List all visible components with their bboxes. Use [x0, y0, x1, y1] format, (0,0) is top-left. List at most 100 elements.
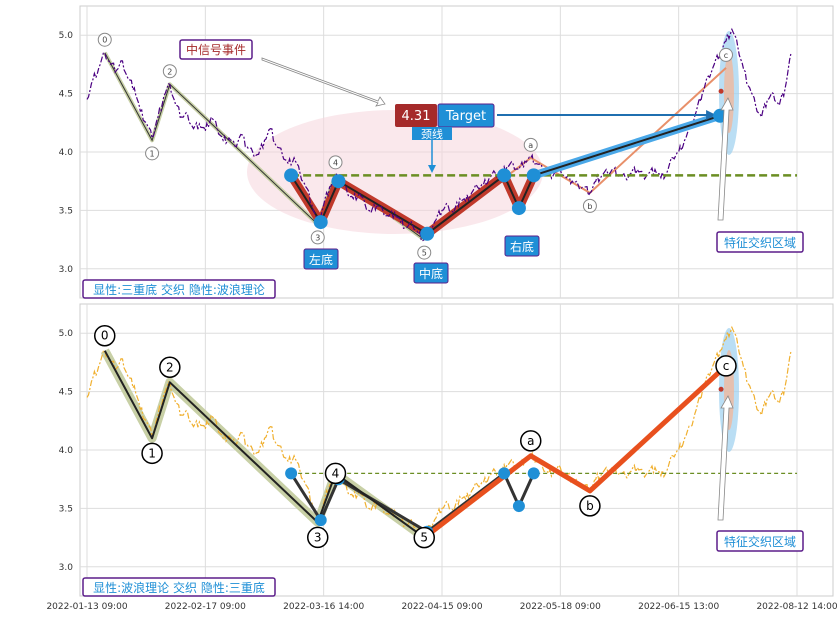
- bottom-corrective-line: [422, 364, 728, 540]
- bottom-pivot-dot: [512, 500, 525, 513]
- bottom-wave-label-circle: [307, 526, 329, 549]
- left-bottom-box: [303, 248, 339, 270]
- top-wave-label-circle: [523, 137, 538, 152]
- left-bottom-label: 左底: [309, 252, 333, 267]
- y-tick-label: 3.0: [59, 265, 74, 275]
- bottom-wave-label: 5: [420, 531, 428, 545]
- top-pivot-dot: [331, 174, 346, 189]
- x-tick-label: 2022-06-15 13:00: [638, 602, 719, 612]
- bottom-pivot-dot: [314, 514, 327, 527]
- x-tick-label: 2022-04-15 09:00: [401, 602, 482, 612]
- bottom-wave-labels: 0 1 2 3 4 5 a b c: [94, 324, 737, 549]
- top-wave-label-circle: [162, 64, 177, 79]
- x-tick-label: 2022-02-17 09:00: [165, 602, 246, 612]
- top-wave-label: a: [528, 141, 533, 150]
- bottom-pivot-dot: [498, 467, 511, 480]
- top-zone-dot: [718, 88, 724, 94]
- event-arrow: [261, 57, 386, 107]
- neckline-label-box: [412, 127, 452, 140]
- top-pivot-dot: [526, 168, 541, 183]
- bottom-wave-lines: [103, 350, 728, 540]
- y-tick-label: 4.0: [59, 148, 74, 158]
- top-wave-label: b: [587, 202, 592, 211]
- x-tick-label: 2022-03-16 14:00: [283, 602, 364, 612]
- event-label: 中信号事件: [186, 42, 246, 57]
- target-label: Target: [445, 109, 486, 124]
- top-wave-label-circle: [417, 245, 432, 260]
- top-target-line: [497, 110, 722, 180]
- top-wave-label: 2: [167, 67, 172, 76]
- top-wave-label: 5: [422, 249, 427, 258]
- top-wave-label: 3: [315, 233, 320, 242]
- bottom-pivot-dot: [285, 467, 298, 480]
- top-target-line-inner: [533, 114, 721, 177]
- mid-bottom-label: 中底: [419, 266, 443, 281]
- bottom-wave-label-circle: [141, 442, 163, 465]
- top-price-series: [86, 27, 792, 242]
- top-zone-arrow: [717, 97, 734, 221]
- bottom-wave-label: 0: [101, 329, 109, 343]
- bottom-wave-label-circle: [413, 526, 435, 549]
- target-value-box: [395, 104, 437, 127]
- right-bottom-box: [504, 235, 540, 257]
- top-pivot-dot: [284, 168, 299, 183]
- top-wave-label: c: [724, 51, 728, 60]
- y-tick-label: 3.5: [59, 504, 73, 514]
- right-bottom-label: 右底: [510, 239, 534, 254]
- bottom-impulse-line: [103, 350, 425, 539]
- bottom-wave-label: a: [527, 434, 534, 448]
- top-pivot-dot: [420, 226, 435, 241]
- top-panel: 3.0 3.5 4.0 4.5 5.0 0 1 2 3 4 5 a b c 中信号事件 4.31 Tar…: [59, 5, 834, 299]
- top-pivot-dot: [313, 215, 328, 230]
- top-legend: 显性:三重底 交织 隐性:波浪理论: [93, 282, 265, 297]
- bottom-zone-dot: [718, 386, 724, 392]
- target-label-box: [437, 103, 495, 128]
- x-axis-ticks: 2022-01-13 09:00 2022-02-17 09:00 2022-03-…: [46, 602, 837, 612]
- top-wave-label-circle: [145, 146, 160, 161]
- y-tick-label: 3.5: [59, 206, 73, 216]
- top-wave-label-circle: [719, 47, 733, 62]
- bottom-legend: 显性:波浪理论 交织 隐性:三重底: [93, 580, 265, 595]
- x-tick-label: 2022-08-12 14:00: [756, 602, 837, 612]
- top-y-ticks: 3.0 3.5 4.0 4.5 5.0: [59, 31, 74, 275]
- bottom-y-ticks: 3.0 3.5 4.0 4.5 5.0: [59, 329, 74, 573]
- top-wave-label-circle: [328, 155, 343, 170]
- target-arrow-head: [706, 110, 717, 120]
- x-tick-label: 2022-05-18 09:00: [520, 602, 601, 612]
- top-wave-label-circle: [310, 230, 325, 245]
- bottom-wave-label: 3: [314, 530, 322, 544]
- y-tick-label: 3.0: [59, 563, 74, 573]
- bottom-wave-label-circle: [324, 462, 347, 485]
- top-wave-label-circle: [582, 198, 597, 213]
- top-pivot-dot: [497, 168, 512, 183]
- bottom-price-line: [86, 325, 792, 540]
- bottom-zone-arrow: [717, 395, 734, 521]
- bottom-pivot-dot: [527, 467, 540, 480]
- top-wave-label: 4: [333, 158, 338, 167]
- bottom-legend-box: [82, 577, 276, 597]
- bottom-wave-label-circle: [715, 355, 737, 377]
- bottom-zone-label: 特征交织区域: [724, 534, 796, 549]
- top-zone-label-box: [716, 231, 804, 253]
- top-wave-label: 1: [150, 149, 155, 158]
- top-price-line: [86, 27, 792, 242]
- bottom-wave-label-circle: [520, 430, 542, 452]
- bottom-wave-label: b: [586, 499, 594, 513]
- bottom-wave-label: c: [723, 359, 730, 373]
- bottom-wave-label-circle: [94, 324, 116, 347]
- y-tick-label: 5.0: [59, 329, 74, 339]
- top-wave-label-circle: [97, 32, 112, 47]
- bottom-wave-label-circle: [159, 356, 181, 379]
- bottom-panel: 3.0 3.5 4.0 4.5 5.0 0 1 2 3 4 5 a b c 特征交织区域 显性:波浪理论…: [59, 303, 834, 597]
- bottom-wave-label: 1: [148, 446, 156, 460]
- bottom-wave-label: 4: [332, 466, 340, 480]
- top-legend-box: [82, 279, 276, 299]
- bottom-zone-label-box: [716, 530, 804, 552]
- y-tick-label: 5.0: [59, 31, 74, 41]
- y-tick-label: 4.0: [59, 446, 74, 456]
- y-tick-label: 4.5: [59, 388, 73, 398]
- top-wave-labels: 0 1 2 3 4 5 a b c: [97, 32, 733, 260]
- mid-bottom-box: [413, 262, 449, 284]
- top-wave-label: 0: [102, 36, 107, 45]
